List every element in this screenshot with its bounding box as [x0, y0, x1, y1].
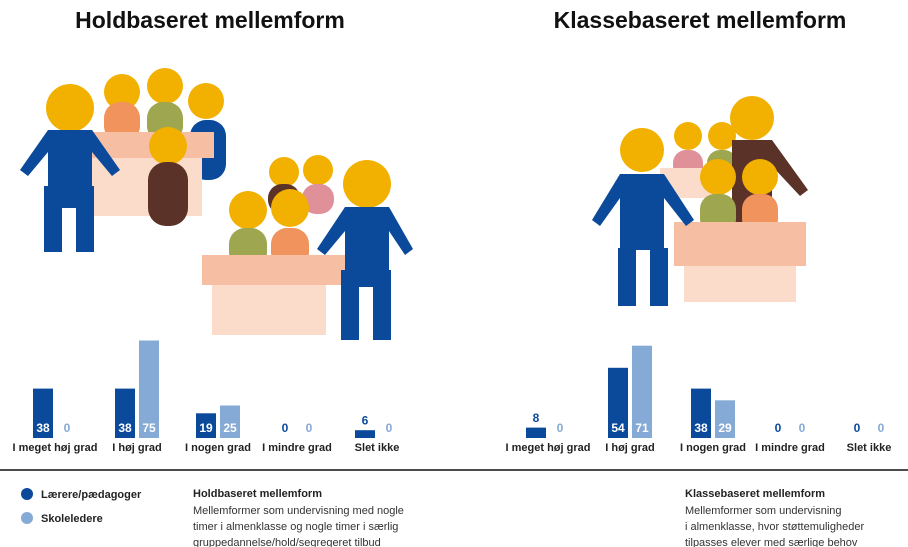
note-text: i almenklasse, hvor støttemuligheder [685, 521, 864, 533]
note-text: Mellemformer som undervisning med nogle [193, 505, 404, 517]
value-label: 0 [854, 421, 861, 435]
x-tick-label: I meget høj grad [13, 442, 98, 454]
infographic: Holdbaseret mellemform Klassebaseret mel… [0, 0, 908, 547]
x-tick-label: I høj grad [605, 442, 655, 454]
legend-swatch [21, 488, 33, 500]
value-label: 54 [611, 421, 625, 435]
value-label: 0 [282, 421, 289, 435]
note-text: timer i almenklasse og nogle timer i sær… [193, 521, 398, 533]
value-label: 0 [386, 421, 393, 435]
note-title: Holdbaseret mellemform [193, 488, 322, 500]
value-label: 0 [557, 421, 564, 435]
note-text: Mellemformer som undervisning [685, 505, 842, 517]
note-text: tilpasses elever med særlige behov [685, 537, 858, 547]
illustration [592, 96, 808, 306]
x-tick-label: I nogen grad [680, 442, 746, 454]
chart-title: Holdbaseret mellemform [75, 7, 345, 33]
x-tick-label: I høj grad [112, 442, 162, 454]
value-label: 0 [799, 421, 806, 435]
value-label: 0 [306, 421, 313, 435]
value-label: 38 [118, 421, 132, 435]
x-tick-label: Slet ikke [847, 442, 892, 454]
value-label: 29 [718, 421, 732, 435]
value-label: 8 [533, 411, 540, 425]
x-tick-label: I meget høj grad [506, 442, 591, 454]
legend-swatch [21, 512, 33, 524]
x-tick-label: I mindre grad [262, 442, 332, 454]
value-label: 0 [64, 421, 71, 435]
note-title: Klassebaseret mellemform [685, 488, 825, 500]
legend-label: Skoleledere [41, 513, 103, 525]
illustration [20, 68, 413, 340]
value-label: 0 [775, 421, 782, 435]
x-tick-label: I mindre grad [755, 442, 825, 454]
value-label: 0 [878, 421, 885, 435]
bar [355, 430, 375, 438]
value-label: 19 [199, 421, 213, 435]
chart-title: Klassebaseret mellemform [554, 7, 847, 33]
bar [526, 428, 546, 438]
value-label: 25 [223, 421, 237, 435]
value-label: 75 [142, 421, 156, 435]
value-label: 71 [635, 421, 649, 435]
value-label: 38 [694, 421, 708, 435]
x-tick-label: I nogen grad [185, 442, 251, 454]
value-label: 38 [36, 421, 50, 435]
value-label: 6 [362, 413, 369, 427]
note-text: gruppedannelse/hold/segregeret tilbud [193, 537, 381, 547]
x-tick-label: Slet ikke [355, 442, 400, 454]
legend-label: Lærere/pædagoger [41, 489, 142, 501]
